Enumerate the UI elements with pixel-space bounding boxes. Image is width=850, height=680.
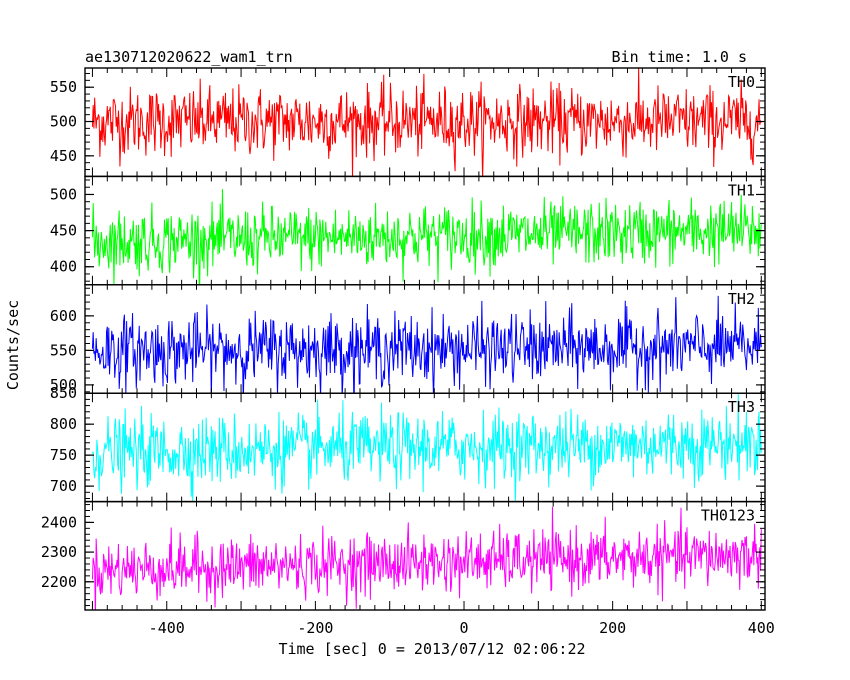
panel-th2: 500 550 600 TH2 bbox=[50, 284, 766, 394]
series-th0-line bbox=[91, 68, 762, 177]
y-tick-label: 450 bbox=[50, 147, 77, 165]
panel-th0: 450 500 550 TH0 bbox=[50, 67, 766, 178]
panel-label-th0123: TH0123 bbox=[701, 507, 755, 525]
panel-th1: 400 450 500 TH1 bbox=[50, 175, 766, 286]
panel-label-th0: TH0 bbox=[728, 73, 755, 91]
bin-time-label: Bin time: 1.0 s bbox=[612, 48, 747, 66]
series-th1-line bbox=[91, 189, 762, 285]
y-tick-label: 500 bbox=[50, 113, 77, 131]
y-tick-label: 2400 bbox=[41, 513, 77, 531]
x-tick-label: -200 bbox=[297, 619, 333, 637]
y-tick-label: 500 bbox=[50, 376, 77, 394]
panel-th0123: 2200 2300 2400 TH0123 bbox=[41, 500, 766, 611]
x-tick-label: 200 bbox=[599, 619, 626, 637]
series-th2-line bbox=[91, 295, 762, 394]
y-tick-label: 800 bbox=[50, 415, 77, 433]
x-axis-label: Time [sec] 0 = 2013/07/12 02:06:22 bbox=[278, 640, 585, 658]
x-tick-label: -400 bbox=[149, 619, 185, 637]
y-tick-label: 700 bbox=[50, 477, 77, 495]
panel-label-th3: TH3 bbox=[728, 398, 755, 416]
y-tick-label: 450 bbox=[50, 222, 77, 240]
panel-frame bbox=[84, 500, 766, 611]
x-tick-label: 0 bbox=[460, 619, 469, 637]
y-tick-label: 550 bbox=[50, 341, 77, 359]
chart-title: ae130712020622_wam1_trn bbox=[85, 48, 293, 66]
y-tick-label: 550 bbox=[50, 78, 77, 96]
series-th0123-line bbox=[91, 506, 762, 611]
y-tick-label: 2200 bbox=[41, 573, 77, 591]
y-tick-label: 850 bbox=[50, 384, 77, 402]
series-th3-line bbox=[91, 393, 762, 502]
x-axis: -400 -200 0 200 400 bbox=[149, 619, 775, 637]
y-tick-label: 400 bbox=[50, 258, 77, 276]
y-tick-label: 600 bbox=[50, 307, 77, 325]
y-tick-label: 750 bbox=[50, 446, 77, 464]
x-tick-label: 400 bbox=[748, 619, 775, 637]
panel-label-th1: TH1 bbox=[728, 181, 755, 199]
panel-th3: 700 750 800 850 TH3 bbox=[50, 384, 766, 503]
y-axis-label: Counts/sec bbox=[4, 300, 22, 390]
y-tick-label: 2300 bbox=[41, 543, 77, 561]
y-tick-label: 500 bbox=[50, 185, 77, 203]
panel-label-th2: TH2 bbox=[728, 290, 755, 308]
